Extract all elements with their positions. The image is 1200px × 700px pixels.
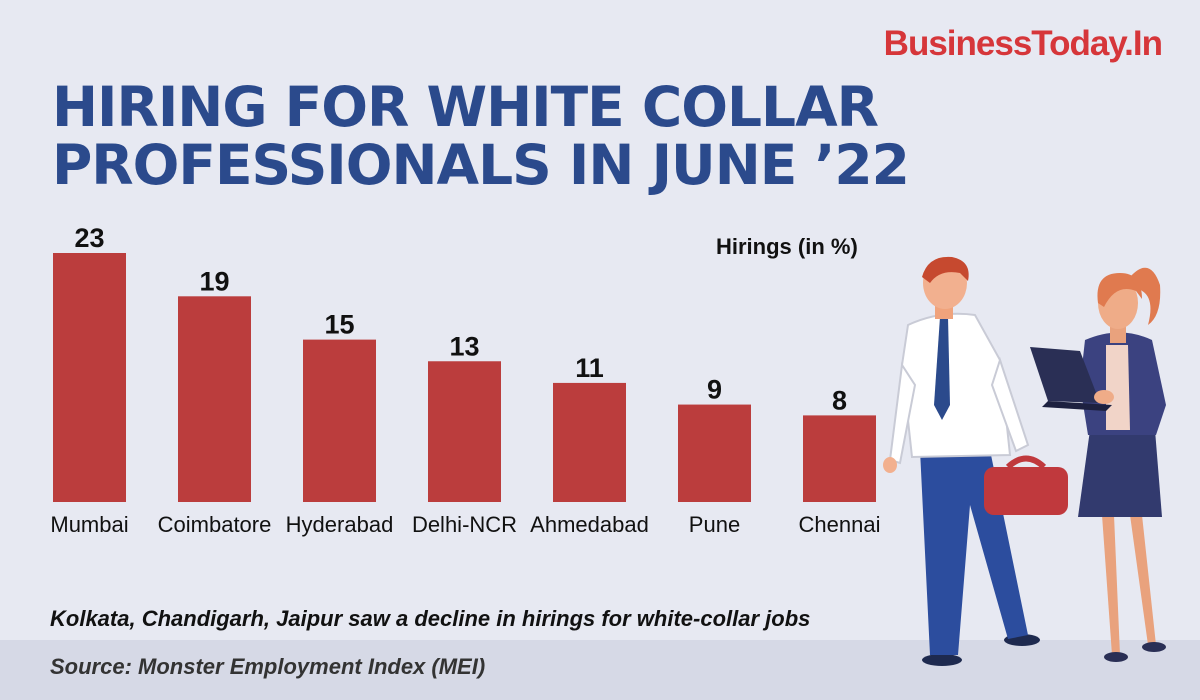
bar-chart: 23 Mumbai 19 Coimbatore 15 Hyderabad 13 Delhi-N… — [50, 223, 881, 537]
chart-title: HIRING FOR WHITE COLLAR PROFESSIONALS IN… — [52, 78, 1052, 194]
category-label: Chennai — [799, 512, 881, 537]
brand-logo: BusinessToday.In — [883, 24, 1163, 63]
data-label: 8 — [832, 385, 847, 415]
category-label: Pune — [689, 512, 740, 537]
data-label: 11 — [575, 353, 604, 383]
bar-pune — [678, 404, 751, 502]
category-label: Delhi-NCR — [412, 512, 517, 537]
data-label: 15 — [324, 310, 354, 340]
category-label: Ahmedabad — [530, 512, 649, 537]
bar-coimbatore — [178, 296, 251, 502]
bar-ahmedabad — [553, 382, 626, 502]
bar-chennai — [803, 415, 876, 502]
businesswoman-figure — [1030, 267, 1166, 662]
chart-title-line-1: HIRING FOR WHITE COLLAR — [52, 75, 879, 139]
y-axis-label: Hirings (in %) — [716, 234, 858, 259]
bar-mumbai — [53, 253, 126, 502]
data-label: 19 — [199, 266, 229, 296]
data-label: 23 — [74, 223, 104, 253]
bar-hyderabad — [303, 339, 376, 502]
footer-band — [0, 640, 1200, 700]
category-label: Hyderabad — [286, 512, 394, 537]
category-label: Coimbatore — [158, 512, 272, 537]
data-label: 9 — [707, 375, 722, 405]
data-label: 13 — [449, 331, 479, 361]
bar-delhi-ncr — [428, 361, 501, 502]
business-people-illustration — [883, 256, 1166, 666]
category-label: Mumbai — [50, 512, 128, 537]
chart-title-line-2: PROFESSIONALS IN JUNE ’22 — [52, 133, 910, 197]
businessman-figure — [883, 256, 1068, 666]
chart-note: Kolkata, Chandigarh, Jaipur saw a declin… — [50, 606, 811, 631]
chart-source: Source: Monster Employment Index (MEI) — [50, 654, 486, 679]
